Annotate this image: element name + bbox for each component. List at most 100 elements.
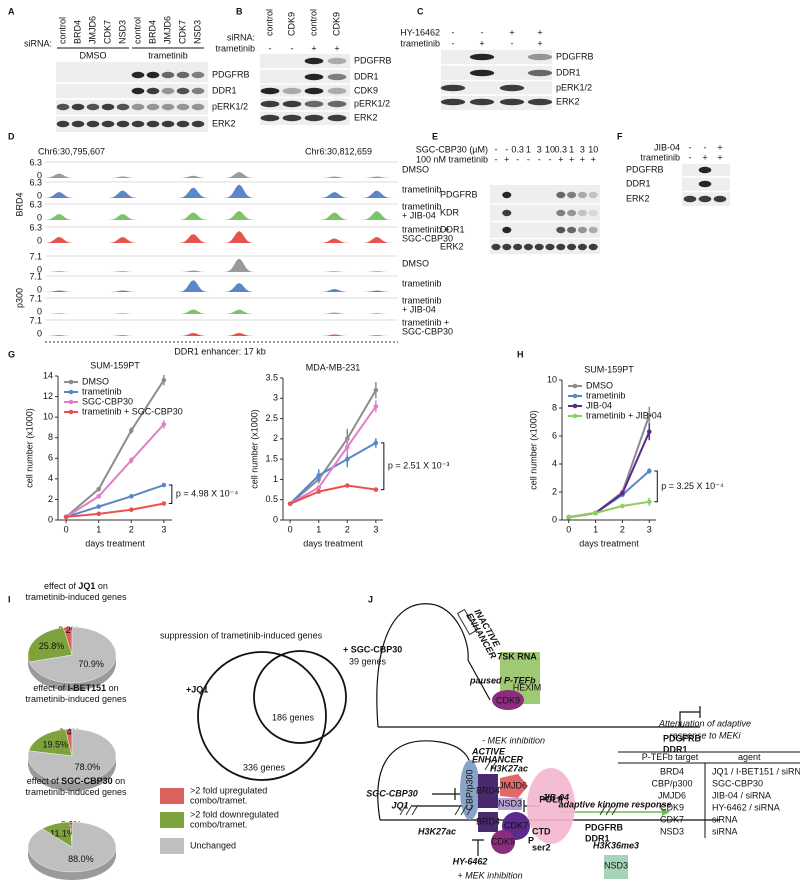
brd4 bbox=[478, 812, 498, 832]
legend-swatch bbox=[572, 383, 578, 389]
track-scale: 0 bbox=[37, 284, 42, 294]
y-tick-label: 10 bbox=[43, 412, 53, 422]
track-signal bbox=[45, 211, 398, 220]
lane-label: JMJD6 bbox=[162, 16, 172, 44]
point bbox=[63, 514, 69, 520]
legend-swatch bbox=[68, 379, 74, 385]
venn-count: 186 genes bbox=[272, 712, 315, 722]
band bbox=[499, 98, 525, 106]
y-tick-label: 4 bbox=[552, 458, 557, 468]
track-scale: 0 bbox=[37, 306, 42, 316]
pie-title: effect of JQ1 on bbox=[44, 581, 108, 591]
diagram-label: NSD3 bbox=[604, 860, 628, 870]
panel-label: I bbox=[8, 594, 11, 604]
track-group-label: p300 bbox=[14, 288, 24, 308]
band bbox=[502, 209, 512, 217]
track-scale: 7.1 bbox=[29, 271, 42, 281]
track-signal bbox=[45, 309, 398, 314]
point bbox=[96, 511, 102, 517]
condition-sign: + bbox=[580, 154, 585, 164]
pie-title: effect of I-BET151 on bbox=[33, 683, 118, 693]
track-scale: 6.3 bbox=[29, 177, 42, 187]
track-label: + JIB-04 bbox=[402, 210, 436, 220]
table-cell: JIB-04 / siRNA bbox=[712, 790, 771, 800]
band bbox=[191, 71, 205, 79]
legend-label: trametinib + SGC-CBP30 bbox=[82, 406, 183, 416]
table-header: P-TEFb target bbox=[642, 752, 699, 762]
band bbox=[56, 120, 70, 128]
series-line bbox=[65, 484, 165, 518]
table-cell: siRNA bbox=[712, 814, 738, 824]
gene-label: DDR1 bbox=[663, 744, 688, 754]
band bbox=[556, 191, 566, 199]
diagram-label: CDK7 bbox=[504, 820, 528, 830]
panel-label: A bbox=[8, 6, 15, 16]
legend-swatch bbox=[572, 413, 578, 419]
condition-sign: + bbox=[334, 43, 339, 53]
band bbox=[502, 243, 512, 251]
condition-sign: 0.3 bbox=[555, 144, 568, 154]
pie-slice bbox=[28, 729, 73, 757]
panel-label: F bbox=[617, 131, 623, 141]
lane-label: NSD3 bbox=[192, 20, 202, 44]
band bbox=[523, 243, 533, 251]
condition-sign: - bbox=[689, 152, 692, 162]
condition-sign: 0.3 bbox=[511, 144, 524, 154]
table-cell: JQ1 / I-BET151 / siRNA bbox=[712, 766, 800, 776]
diagram-label: JQ1 bbox=[391, 800, 408, 810]
band bbox=[304, 87, 324, 95]
table-cell: CBP/p300 bbox=[651, 778, 692, 788]
diagram-label: HY-6462 bbox=[453, 856, 488, 866]
band bbox=[304, 100, 324, 108]
pie-title: trametinib-induced genes bbox=[25, 787, 127, 797]
band bbox=[260, 100, 280, 108]
y-tick-label: 6 bbox=[48, 453, 53, 463]
band bbox=[101, 103, 115, 111]
track-label: trametinib + bbox=[402, 224, 449, 234]
y-axis-label: cell number (x1000) bbox=[249, 409, 259, 489]
y-tick-label: 3 bbox=[273, 393, 278, 403]
diagram-label: CTD bbox=[532, 826, 551, 836]
track-scale: 7.1 bbox=[29, 251, 42, 261]
panel-label: G bbox=[8, 349, 15, 359]
lane-label: CDK9 bbox=[331, 12, 341, 36]
condition-sign: 1 bbox=[526, 144, 531, 154]
series-line bbox=[289, 484, 376, 505]
row-label: PDGFRB bbox=[440, 189, 478, 199]
band bbox=[698, 166, 712, 174]
proteins bbox=[399, 608, 800, 879]
band bbox=[56, 103, 70, 111]
band bbox=[146, 120, 160, 128]
pie-value-label: 70.9% bbox=[78, 659, 104, 669]
lane-label: control bbox=[308, 9, 318, 36]
band bbox=[556, 209, 566, 217]
point bbox=[344, 483, 350, 488]
y-tick-label: 0.5 bbox=[265, 494, 278, 504]
legend-swatch bbox=[68, 389, 74, 395]
condition-sign: + bbox=[311, 43, 316, 53]
point bbox=[566, 514, 572, 520]
band bbox=[146, 103, 160, 111]
band bbox=[116, 120, 130, 128]
pie-title-part: on bbox=[106, 683, 119, 693]
pie-value-label: 78.0% bbox=[75, 762, 101, 772]
band bbox=[683, 195, 697, 203]
legend-label: trametinib + JIB-04 bbox=[586, 410, 662, 420]
lane-label: CDK7 bbox=[177, 20, 187, 44]
y-tick-label: 10 bbox=[547, 374, 557, 384]
condition-sign: - bbox=[495, 154, 498, 164]
diagram-label: paused P-TEFb bbox=[469, 675, 536, 685]
significance-bracket bbox=[380, 442, 385, 491]
legend-swatch bbox=[160, 838, 184, 854]
track-signal bbox=[45, 172, 398, 178]
condition-sign: 1 bbox=[569, 144, 574, 154]
pie-title-part: JQ1 bbox=[78, 581, 95, 591]
x-axis-label: days treatment bbox=[85, 538, 145, 548]
point bbox=[646, 412, 652, 418]
condition-sign: - bbox=[452, 27, 455, 37]
legend-swatch bbox=[572, 393, 578, 399]
condition-sign: - bbox=[269, 43, 272, 53]
series-line bbox=[65, 423, 165, 518]
point bbox=[344, 456, 350, 462]
legend-swatch bbox=[160, 812, 184, 828]
